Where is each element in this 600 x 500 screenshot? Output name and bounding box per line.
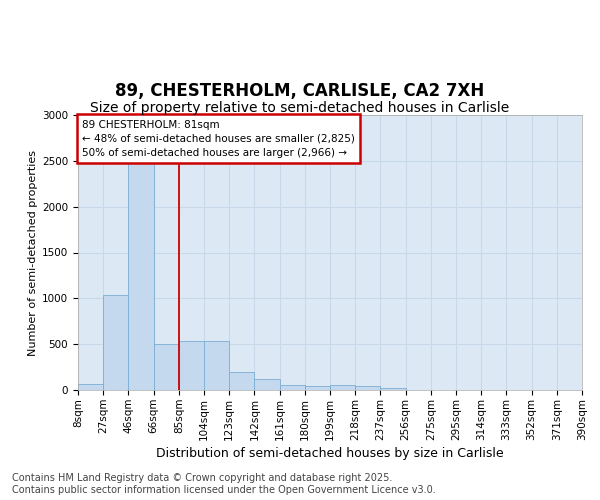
Bar [280, 385, 305, 390]
X-axis label: Distribution of semi-detached houses by size in Carlisle: Distribution of semi-detached houses by … [156, 446, 504, 460]
Bar [128, 161, 154, 390]
Bar [78, 384, 103, 390]
Bar [179, 342, 204, 390]
Bar [254, 379, 280, 390]
Bar [380, 388, 406, 390]
Bar [204, 342, 229, 390]
Bar [229, 372, 254, 390]
Bar [305, 386, 330, 390]
Text: 89, CHESTERHOLM, CARLISLE, CA2 7XH: 89, CHESTERHOLM, CARLISLE, CA2 7XH [115, 82, 485, 100]
Bar [330, 385, 355, 390]
Text: Size of property relative to semi-detached houses in Carlisle: Size of property relative to semi-detach… [91, 101, 509, 115]
Bar [355, 386, 380, 390]
Bar [103, 294, 128, 390]
Y-axis label: Number of semi-detached properties: Number of semi-detached properties [28, 150, 38, 356]
Bar [154, 344, 179, 390]
Text: Contains HM Land Registry data © Crown copyright and database right 2025.
Contai: Contains HM Land Registry data © Crown c… [12, 474, 436, 495]
Text: 89 CHESTERHOLM: 81sqm
← 48% of semi-detached houses are smaller (2,825)
50% of s: 89 CHESTERHOLM: 81sqm ← 48% of semi-deta… [82, 120, 355, 158]
